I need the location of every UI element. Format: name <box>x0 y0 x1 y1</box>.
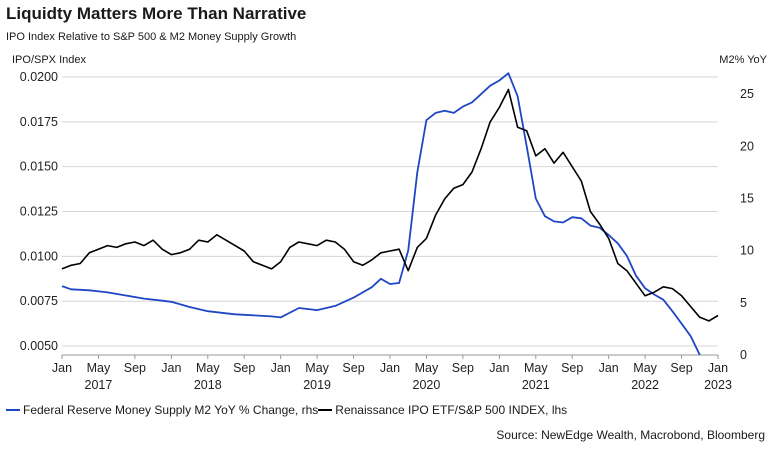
x-tick-label-2: Sep <box>124 361 146 375</box>
source-note: Source: NewEdge Wealth, Macrobond, Bloom… <box>496 428 765 442</box>
x-tick-label-7: May <box>305 361 329 375</box>
x-tick-label-0: Jan <box>52 361 72 375</box>
left-tick-label-5: 0.0175 <box>20 115 58 129</box>
year-label-1: 2018 <box>194 378 222 392</box>
x-tick-label-6: Jan <box>271 361 291 375</box>
year-label-4: 2021 <box>522 378 550 392</box>
x-tick-label-4: May <box>196 361 220 375</box>
x-tick-label-10: May <box>415 361 439 375</box>
legend-item-m2: Federal Reserve Money Supply M2 YoY % Ch… <box>6 403 318 417</box>
legend-swatch-m2 <box>6 409 20 411</box>
x-tick-label-8: Sep <box>342 361 364 375</box>
legend-label-ipo: Renaissance IPO ETF/S&P 500 INDEX, lhs <box>335 403 568 417</box>
x-tick-label-5: Sep <box>233 361 255 375</box>
right-tick-label-2: 10 <box>740 244 754 258</box>
year-label-0: 2017 <box>85 378 113 392</box>
year-label-6: 2023 <box>704 378 732 392</box>
x-tick-label-9: Jan <box>380 361 400 375</box>
x-tick-label-13: May <box>524 361 548 375</box>
year-label-5: 2022 <box>631 378 659 392</box>
legend: Federal Reserve Money Supply M2 YoY % Ch… <box>6 403 567 417</box>
right-tick-label-4: 20 <box>740 139 754 153</box>
left-tick-label-3: 0.0125 <box>20 205 58 219</box>
right-tick-label-1: 5 <box>740 296 747 310</box>
x-tick-label-14: Sep <box>561 361 583 375</box>
year-label-2: 2019 <box>303 378 331 392</box>
left-tick-label-4: 0.0150 <box>20 160 58 174</box>
left-axis-label: IPO/SPX Index <box>12 54 86 66</box>
x-tick-label-11: Sep <box>452 361 474 375</box>
x-tick-label-1: May <box>87 361 111 375</box>
left-tick-label-2: 0.0100 <box>20 249 58 263</box>
right-axis-label: M2% YoY <box>719 54 767 66</box>
chart-subtitle: IPO Index Relative to S&P 500 & M2 Money… <box>6 31 297 43</box>
left-tick-label-6: 0.0200 <box>20 70 58 84</box>
legend-swatch-ipo <box>318 409 333 411</box>
x-tick-label-18: Jan <box>708 361 728 375</box>
right-tick-label-3: 15 <box>740 191 754 205</box>
left-tick-label-0: 0.0050 <box>20 339 58 353</box>
right-tick-label-5: 25 <box>740 87 754 101</box>
legend-label-m2: Federal Reserve Money Supply M2 YoY % Ch… <box>23 403 319 417</box>
chart-title: Liquidty Matters More Than Narrative <box>6 4 307 23</box>
m2-yoy-line <box>61 72 701 356</box>
x-tick-label-17: Sep <box>670 361 692 375</box>
legend-item-ipo: Renaissance IPO ETF/S&P 500 INDEX, lhs <box>318 403 567 417</box>
right-tick-label-0: 0 <box>740 348 747 362</box>
ipo-ratio-line <box>61 88 719 322</box>
year-label-3: 2020 <box>413 378 441 392</box>
x-tick-label-15: Jan <box>599 361 619 375</box>
x-tick-label-12: Jan <box>489 361 509 375</box>
x-tick-label-16: May <box>633 361 657 375</box>
x-tick-label-3: Jan <box>161 361 181 375</box>
left-tick-label-1: 0.0075 <box>20 294 58 308</box>
